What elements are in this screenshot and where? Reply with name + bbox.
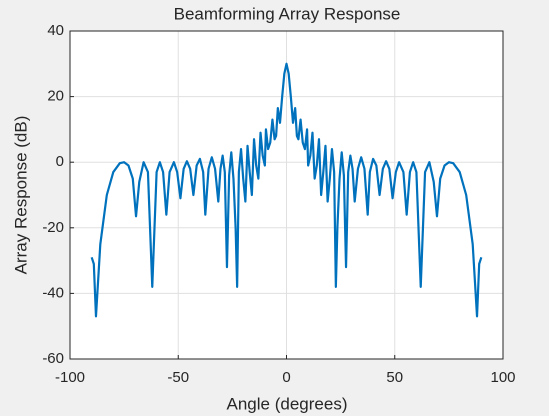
line-series (90, 62, 483, 318)
y-tick-label: 20 (47, 88, 64, 105)
y-tick-label: 0 (56, 153, 64, 170)
x-tick-label: -100 (55, 369, 85, 386)
x-tick-label: 50 (386, 369, 403, 386)
x-tick-label: 0 (282, 369, 290, 386)
chart-title: Beamforming Array Response (174, 4, 401, 23)
y-tick-label: 40 (47, 22, 64, 39)
y-tick-label: -40 (42, 284, 64, 301)
y-axis-label: Array Response (dB) (11, 116, 30, 275)
axes-box (69, 30, 504, 360)
x-tick-label: -50 (167, 369, 189, 386)
y-tick-label: -60 (42, 350, 64, 367)
x-axis-label: Angle (degrees) (227, 394, 348, 413)
x-tick-label: 100 (490, 369, 515, 386)
y-tick-label: -20 (42, 219, 64, 236)
